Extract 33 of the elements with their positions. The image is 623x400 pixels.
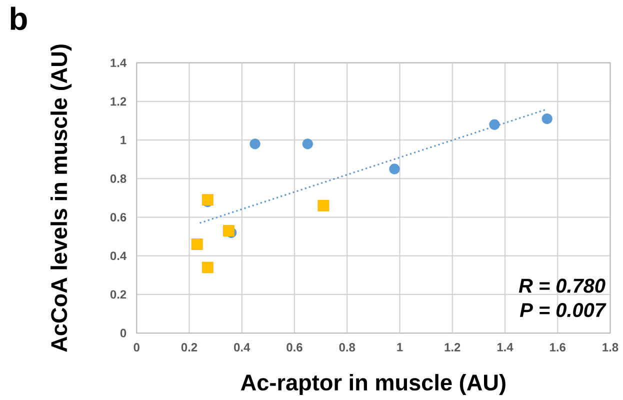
x-tick-label: 1.2 [444, 343, 460, 352]
y-tick-label: 0 [120, 328, 126, 338]
y-tick-label: 0.2 [110, 290, 126, 299]
x-tick-label: 1.8 [602, 343, 618, 352]
point [302, 138, 313, 150]
x-tick-label: 0.4 [234, 343, 250, 352]
y-tick-label: 0.8 [110, 174, 126, 183]
x-tick-label: 1 [397, 343, 403, 352]
annotation: R = 0.780 [518, 278, 606, 293]
point [202, 262, 214, 274]
y-tick-label: 1 [120, 136, 126, 144]
y-axis-title: AcCoA levels in muscle (AU) [50, 44, 72, 352]
point [542, 114, 552, 124]
point [389, 164, 400, 174]
y-tick-label: 0.4 [110, 252, 127, 260]
point [191, 238, 203, 250]
point [222, 225, 234, 237]
point [318, 200, 330, 212]
x-tick-label: 0.2 [181, 343, 198, 352]
point [250, 138, 260, 150]
x-tick-label: 0.6 [286, 343, 302, 352]
y-tick-label: 1.4 [110, 58, 127, 68]
x-tick-label: 1.6 [550, 343, 566, 352]
x-tick-label: 0.8 [339, 343, 356, 352]
point [202, 194, 214, 206]
x-axis-title: Ac-raptor in muscle (AU) [240, 374, 506, 396]
x-tick-label: 1.4 [497, 343, 514, 352]
y-tick-label: 1.2 [110, 97, 126, 106]
y-tick-label: 0.6 [110, 213, 126, 222]
point [489, 119, 500, 130]
x-tick-label: 0 [134, 343, 140, 352]
annotation: P = 0.007 [520, 303, 606, 318]
chart-title: b [10, 6, 27, 30]
